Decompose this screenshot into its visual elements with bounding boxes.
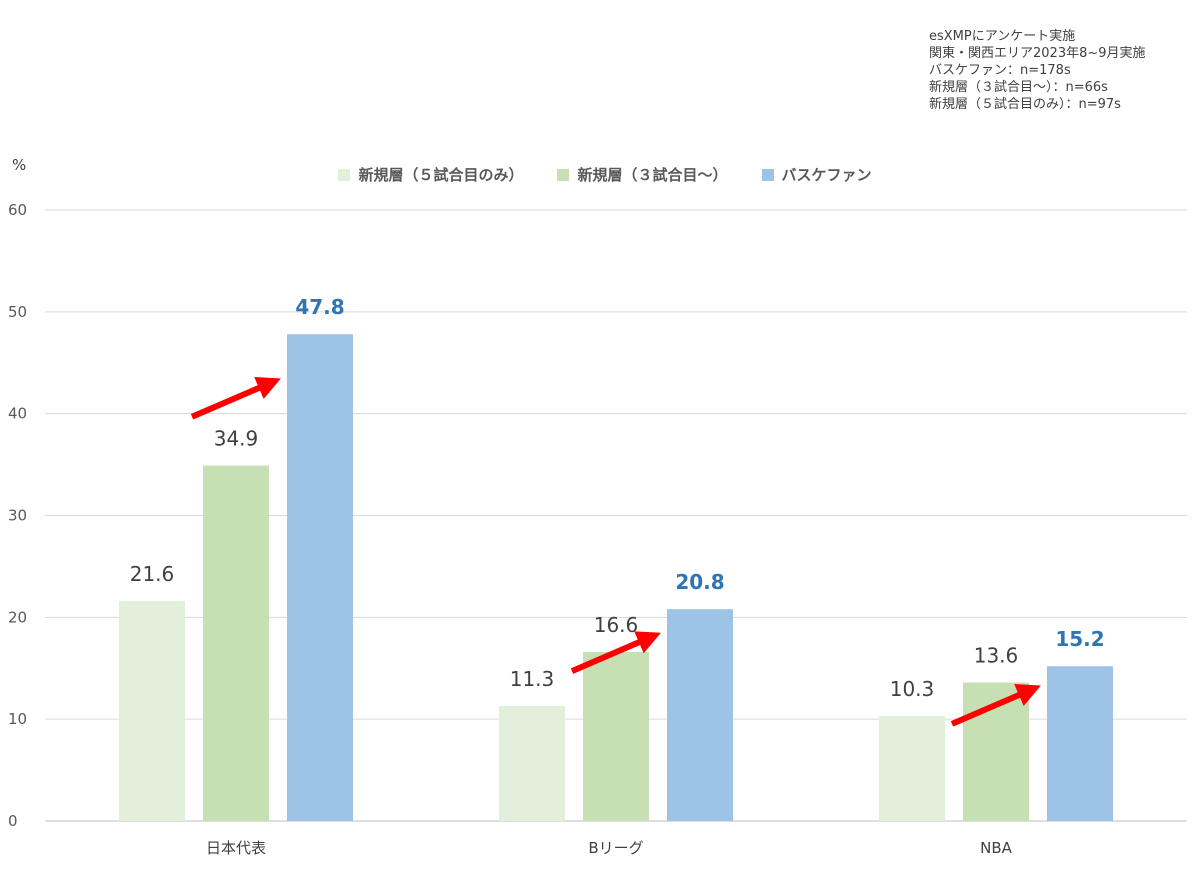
note-line: 新規層（５試合目のみ）：n=97s	[929, 97, 1121, 112]
legend-item-new-3: 新規層（３試合目～）	[557, 164, 728, 185]
note-line: バスケファン：n=178s	[929, 63, 1071, 78]
legend-label: 新規層（３試合目～）	[577, 166, 728, 184]
legend-swatch	[557, 168, 570, 181]
data-label: 11.3	[510, 667, 555, 691]
y-tick-label: 30	[8, 507, 27, 525]
bar	[667, 609, 733, 821]
bar	[1047, 666, 1113, 821]
growth-arrow	[950, 684, 1041, 727]
data-label: 15.2	[1055, 627, 1104, 651]
y-tick-label: 20	[8, 608, 27, 626]
note-line: esXMPにアンケート実施	[929, 29, 1076, 44]
bar	[119, 601, 185, 821]
survey-note: esXMPにアンケート実施 関東・関西エリア2023年8~9月実施 バスケファン…	[929, 28, 1146, 113]
note-line: 関東・関西エリア2023年8~9月実施	[929, 46, 1146, 61]
data-label: 47.8	[295, 295, 344, 319]
data-label: 10.3	[890, 677, 935, 701]
data-label: 21.6	[130, 562, 175, 586]
x-tick-label: NBA	[980, 839, 1013, 857]
legend-item-new-5: 新規層（５試合目のみ）	[338, 164, 523, 185]
y-tick-label: 60	[8, 201, 27, 219]
legend-label: バスケファン	[781, 166, 872, 184]
data-label: 13.6	[974, 644, 1019, 668]
data-label: 16.6	[594, 613, 639, 637]
chart-legend: 新規層（５試合目のみ） 新規層（３試合目～） バスケファン	[0, 164, 1200, 185]
y-tick-label: 0	[8, 812, 18, 830]
bar	[287, 334, 353, 821]
growth-arrow	[570, 631, 661, 674]
legend-label: 新規層（５試合目のみ）	[358, 166, 524, 184]
legend-item-basket-fan: バスケファン	[761, 164, 872, 185]
y-tick-label: 40	[8, 405, 27, 423]
bar	[879, 716, 945, 821]
x-tick-label: 日本代表	[206, 839, 266, 857]
y-axis-unit: %	[12, 156, 27, 174]
legend-swatch	[338, 168, 351, 181]
x-tick-label: Bリーグ	[588, 839, 643, 857]
growth-arrow	[190, 376, 281, 420]
bar	[203, 465, 269, 821]
legend-swatch	[761, 168, 774, 181]
bar	[499, 705, 565, 821]
y-tick-label: 10	[8, 710, 27, 728]
note-line: 新規層（３試合目～）：n=66s	[929, 80, 1108, 95]
bar	[583, 651, 649, 821]
y-tick-label: 50	[8, 303, 27, 321]
data-label: 34.9	[214, 427, 259, 451]
data-label: 20.8	[675, 570, 724, 594]
